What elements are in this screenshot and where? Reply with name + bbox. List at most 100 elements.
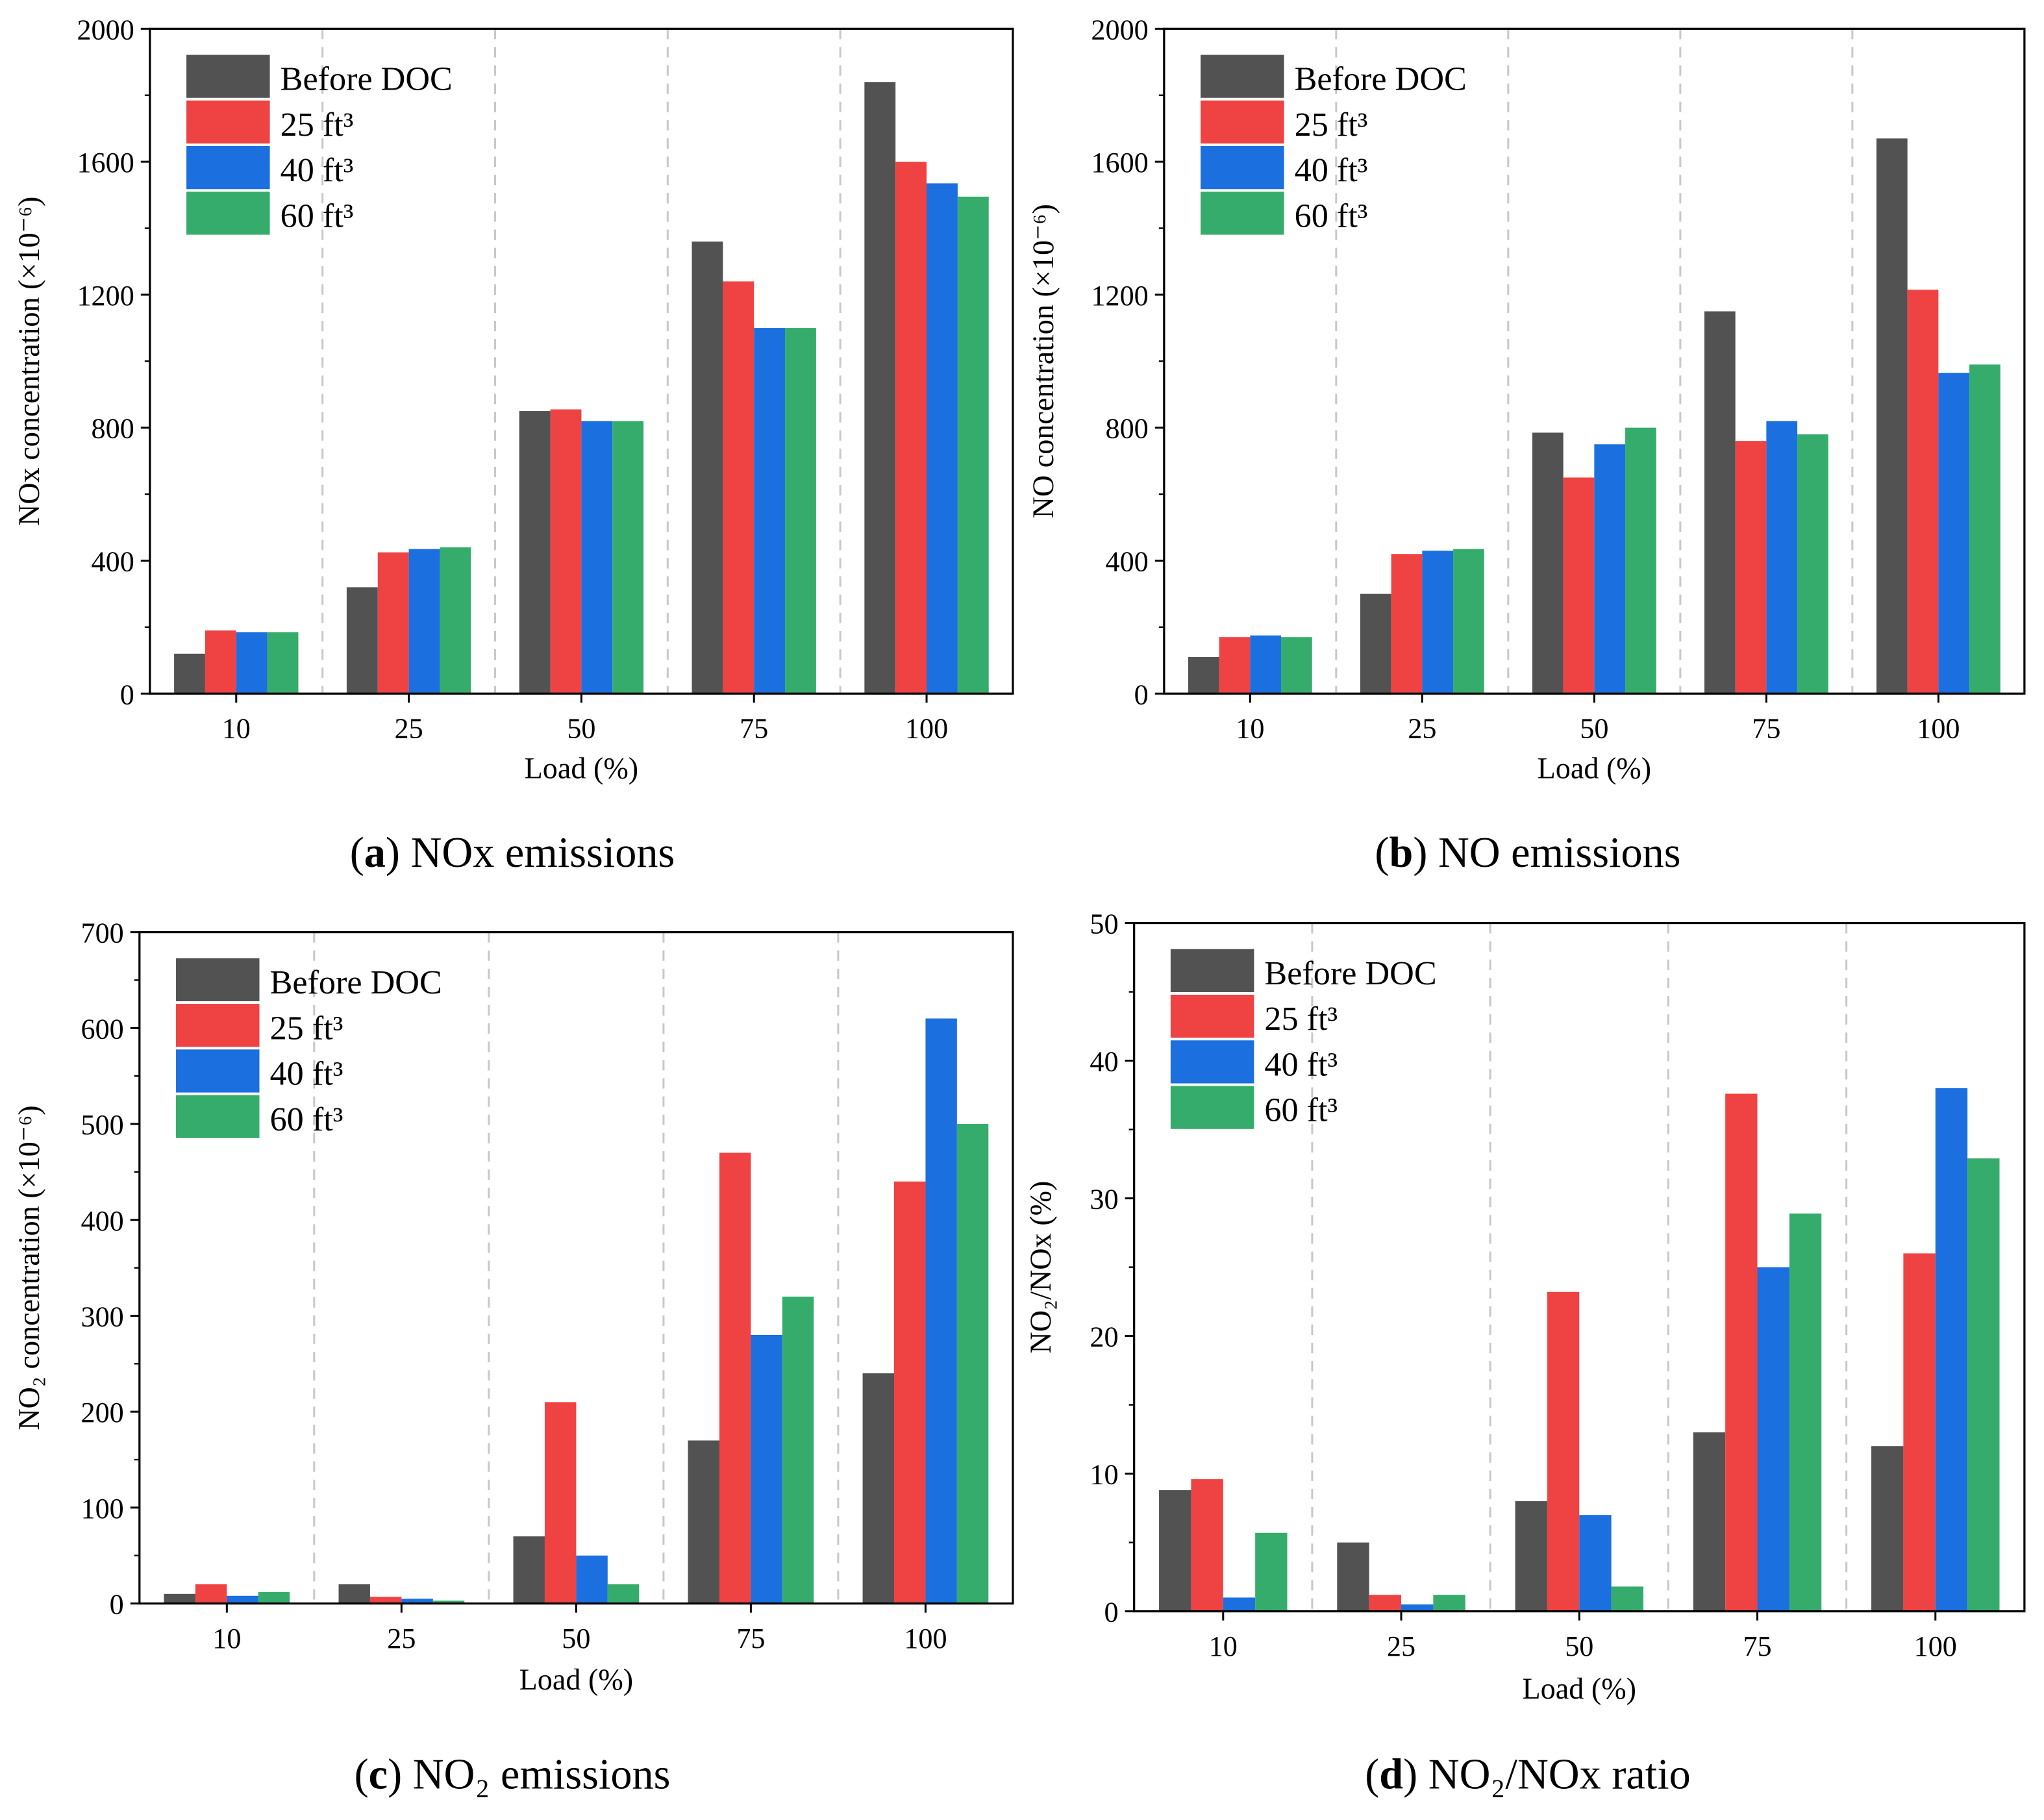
bar-before-75	[688, 1440, 719, 1604]
x-tick-label: 50	[1580, 712, 1608, 744]
bar-ft25-100	[1907, 290, 1939, 694]
bar-ft40-50	[576, 1555, 608, 1604]
bar-ft60-25	[1433, 1595, 1465, 1612]
bar-ft25-25	[1369, 1595, 1402, 1612]
bar-ft40-10	[1223, 1597, 1256, 1612]
bar-before-10	[164, 1593, 195, 1604]
bar-before-50	[1515, 1501, 1547, 1612]
x-tick-label: 75	[1752, 712, 1780, 744]
legend-label-before: Before DOC	[1295, 60, 1467, 98]
legend-label-ft25: 25 ft³	[280, 106, 354, 143]
caption-text: NO emissions	[1438, 829, 1681, 877]
x-tick-label: 100	[1917, 712, 1960, 744]
bar-before-100	[1871, 1446, 1904, 1612]
x-axis-label: Load (%)	[525, 752, 639, 785]
legend-swatch-ft40	[176, 1049, 260, 1093]
y-tick-label: 700	[81, 917, 123, 949]
bar-before-25	[1360, 593, 1391, 694]
x-axis-label: Load (%)	[1522, 1672, 1636, 1705]
chart-panel-d: 0 10 20 30 40 50 10 25 50 75 100 Load (%) NO₂/NOx (%…	[1024, 908, 2026, 1799]
y-tick-label: 1600	[77, 147, 134, 179]
legend-swatch-ft60	[1201, 192, 1284, 235]
y-tick-label: 800	[1106, 413, 1149, 445]
x-tick-label: 100	[905, 712, 948, 744]
caption-paren: (	[1365, 1751, 1379, 1799]
legend: Before DOC 25 ft³ 40 ft³ 60 ft³	[186, 55, 453, 235]
bar-ft40-50	[1579, 1515, 1612, 1612]
x-tick-label: 10	[1236, 712, 1264, 744]
legend-swatch-ft60	[176, 1095, 260, 1138]
bar-ft40-75	[751, 1334, 782, 1604]
y-tick-label: 30	[1090, 1184, 1118, 1215]
x-tick-label: 75	[736, 1623, 765, 1654]
legend-swatch-ft25	[1201, 100, 1284, 143]
caption-paren: )	[388, 1751, 413, 1799]
bar-ft25-50	[1547, 1291, 1580, 1612]
x-tick-label: 10	[1209, 1630, 1238, 1662]
caption-paren: )	[1413, 829, 1438, 877]
bar-before-25	[346, 587, 378, 694]
y-axis-label: NO₂/NOx (%)	[1024, 1181, 1057, 1354]
bar-ft25-50	[1563, 477, 1595, 694]
bar-ft25-100	[1903, 1253, 1936, 1612]
bar-ft60-75	[785, 328, 816, 694]
bar-ft60-100	[1967, 1158, 2000, 1612]
x-tick-label: 10	[222, 712, 251, 744]
legend-label-ft60: 60 ft³	[1264, 1091, 1338, 1129]
x-tick-label: 75	[1743, 1630, 1771, 1662]
x-axis-label: Load (%)	[519, 1663, 634, 1696]
bar-ft25-75	[719, 1153, 751, 1604]
bar-ft60-10	[1281, 637, 1312, 694]
x-tick-label: 25	[395, 712, 423, 744]
y-tick-label: 300	[81, 1301, 123, 1333]
x-axis-label: Load (%)	[1538, 752, 1652, 785]
bar-ft25-50	[544, 1402, 577, 1604]
y-tick-label: 2000	[1091, 14, 1148, 45]
chart-panel-c: 0 100 200 300 400 500 600 700 10 25 50 75 100 Load (%…	[12, 917, 1014, 1799]
bar-ft25-50	[550, 409, 582, 694]
panel-caption: (a) NOx emissions	[350, 829, 675, 877]
bar-ft25-10	[1191, 1479, 1223, 1612]
legend-label-ft25: 25 ft³	[1264, 1000, 1338, 1038]
y-tick-label: 1600	[1091, 147, 1148, 179]
caption-letter: a	[364, 829, 386, 877]
bar-before-10	[1159, 1490, 1191, 1612]
y-tick-label: 20	[1090, 1321, 1118, 1353]
bar-ft25-25	[1391, 554, 1423, 694]
legend-swatch-before	[1170, 949, 1254, 992]
legend-swatch-ft60	[1170, 1086, 1254, 1129]
bar-ft60-100	[956, 1124, 989, 1604]
bar-before-100	[862, 1373, 895, 1604]
x-tick-label: 100	[1914, 1630, 1957, 1662]
bar-ft60-75	[1797, 434, 1828, 694]
bar-ft40-50	[1594, 444, 1626, 694]
y-tick-label: 500	[81, 1109, 123, 1141]
legend-label-ft60: 60 ft³	[270, 1101, 343, 1138]
y-axis-label: NO₂ concentration (×10⁻⁶)	[12, 1105, 45, 1430]
y-tick-label: 0	[120, 679, 134, 710]
bar-ft60-100	[1969, 364, 2000, 694]
y-tick-label: 800	[92, 413, 134, 445]
bar-ft60-50	[607, 1584, 640, 1604]
y-tick-label: 2000	[77, 14, 134, 45]
caption-letter: c	[369, 1751, 388, 1799]
legend-label-ft60: 60 ft³	[280, 197, 354, 234]
bar-ft60-25	[432, 1601, 465, 1604]
bar-ft60-50	[612, 421, 644, 694]
bar-ft25-25	[377, 552, 409, 694]
bar-ft40-25	[1422, 551, 1454, 694]
bar-ft40-50	[581, 421, 613, 694]
caption-paren: )	[1403, 1751, 1428, 1799]
caption-text: NO₂/NOx ratio	[1428, 1751, 1691, 1799]
bar-before-25	[338, 1584, 370, 1604]
legend-label-before: Before DOC	[280, 60, 453, 98]
legend: Before DOC 25 ft³ 40 ft³ 60 ft³	[1201, 55, 1467, 235]
bar-ft60-25	[1453, 549, 1484, 694]
bar-before-50	[519, 411, 551, 694]
bar-before-50	[513, 1536, 545, 1604]
bar-before-75	[692, 241, 723, 694]
legend-swatch-before	[186, 55, 270, 98]
bar-ft40-25	[1401, 1604, 1434, 1612]
legend-swatch-ft25	[1170, 994, 1254, 1038]
